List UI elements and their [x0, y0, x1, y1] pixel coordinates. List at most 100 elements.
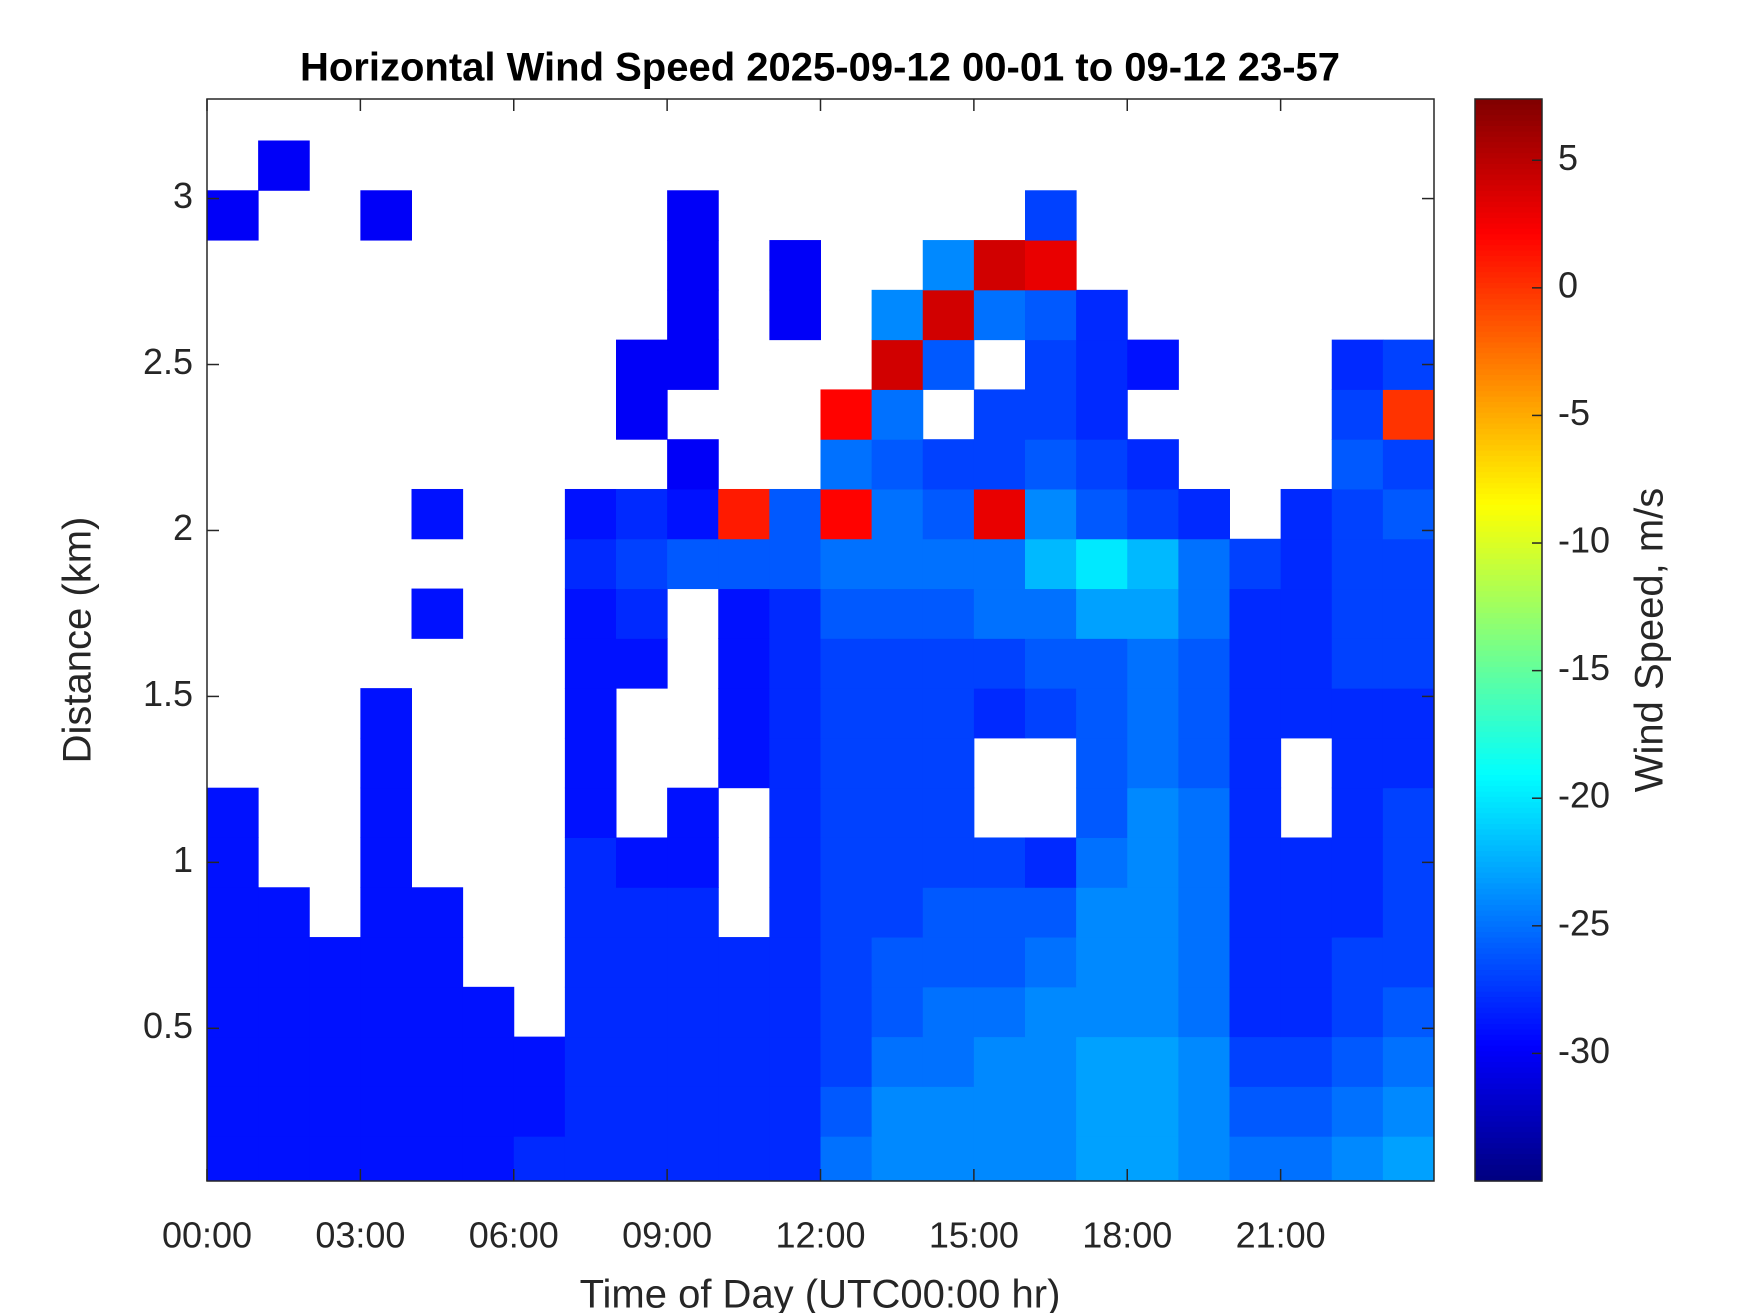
heatmap-cell: [360, 937, 412, 988]
colorbar-swatch: [1475, 1099, 1542, 1106]
heatmap-cell: [1127, 937, 1179, 988]
heatmap-cell: [564, 986, 617, 1038]
colorbar-swatch: [1475, 661, 1542, 668]
heatmap-cell: [1178, 887, 1230, 938]
colorbar-swatch: [1475, 823, 1542, 830]
chart-title: Horizontal Wind Speed 2025-09-12 00-01 t…: [300, 46, 1340, 90]
colorbar-swatch: [1475, 255, 1542, 262]
heatmap-cell: [871, 488, 924, 540]
colorbar-swatch: [1475, 228, 1542, 235]
heatmap-cell: [309, 1136, 361, 1181]
heatmap-cell: [1076, 389, 1128, 440]
colorbar-swatch: [1475, 1170, 1542, 1177]
heatmap-cell: [769, 638, 821, 689]
colorbar-swatch: [1475, 315, 1542, 322]
heatmap-cell: [411, 937, 464, 988]
heatmap-cell: [1382, 488, 1434, 540]
heatmap-cell: [922, 1036, 975, 1087]
heatmap-cell: [1076, 439, 1128, 490]
colorbar-swatch: [1475, 656, 1542, 663]
heatmap-cell: [1382, 887, 1434, 938]
colorbar-swatch: [1475, 1051, 1542, 1058]
y-tick-label: 1.5: [143, 673, 193, 714]
heatmap-cell: [1229, 937, 1282, 988]
heatmap-cell: [1382, 787, 1434, 838]
colorbar-swatch: [1475, 558, 1542, 565]
heatmap-cell: [1178, 1136, 1230, 1181]
colorbar-swatch: [1475, 1105, 1542, 1112]
colorbar-frame: [1474, 98, 1543, 1182]
heatmap-cell: [718, 986, 770, 1038]
colorbar-swatch: [1475, 120, 1542, 127]
heatmap-cell: [258, 1036, 310, 1087]
heatmap-cell: [616, 986, 668, 1038]
heatmap-cell: [820, 1036, 873, 1087]
colorbar-swatch: [1475, 201, 1542, 208]
colorbar-swatch: [1475, 721, 1542, 728]
heatmap-cell: [1076, 1036, 1128, 1087]
colorbar-swatch: [1475, 986, 1542, 993]
colorbar-swatch: [1475, 667, 1542, 674]
heatmap-cell: [360, 190, 412, 241]
colorbar-swatch: [1475, 1045, 1542, 1052]
colorbar-swatch: [1475, 921, 1542, 928]
heatmap-cell: [1025, 986, 1077, 1038]
colorbar-tick-label: -5: [1558, 392, 1590, 433]
colorbar-swatch: [1475, 1007, 1542, 1014]
colorbar-swatch: [1475, 218, 1542, 225]
colorbar-swatch: [1475, 407, 1542, 414]
colorbar-swatch: [1475, 580, 1542, 587]
colorbar-swatch: [1475, 807, 1542, 814]
heatmap-cell: [1229, 1036, 1282, 1087]
heatmap-cell: [564, 837, 617, 888]
heatmap-cell: [462, 986, 515, 1038]
heatmap-cell: [820, 389, 873, 440]
colorbar-swatch: [1475, 304, 1542, 311]
heatmap-cell: [1178, 538, 1230, 590]
heatmap-cell: [973, 289, 1026, 341]
colorbar-swatch: [1475, 1040, 1542, 1047]
heatmap-cell: [1382, 538, 1434, 590]
heatmap-cell: [411, 986, 464, 1038]
heatmap-cell: [360, 787, 412, 838]
colorbar-swatch: [1475, 126, 1542, 133]
heatmap-cell: [1025, 439, 1077, 490]
heatmap-cell: [820, 439, 873, 490]
colorbar-swatch: [1475, 239, 1542, 246]
heatmap-cell: [1331, 1136, 1384, 1181]
heatmap-cell: [667, 986, 719, 1038]
colorbar-swatch: [1475, 1159, 1542, 1166]
heatmap-cell: [1280, 837, 1333, 888]
heatmap-cell: [616, 588, 668, 639]
colorbar-swatch: [1475, 1013, 1542, 1020]
colorbar-swatch: [1475, 634, 1542, 641]
heatmap-cell: [1178, 1036, 1230, 1087]
colorbar-swatch: [1475, 153, 1542, 160]
heatmap-cell: [1025, 190, 1077, 241]
heatmap-cell: [973, 1086, 1026, 1137]
heatmap-cell: [769, 887, 821, 938]
colorbar-swatch: [1475, 596, 1542, 603]
colorbar-swatch: [1475, 109, 1542, 116]
heatmap-cell: [1025, 1136, 1077, 1181]
colorbar-swatch: [1475, 753, 1542, 760]
colorbar-swatch: [1475, 802, 1542, 809]
heatmap-cell: [718, 488, 770, 540]
colorbar-swatch: [1475, 374, 1542, 381]
heatmap-cell: [820, 937, 873, 988]
colorbar-swatch: [1475, 688, 1542, 695]
colorbar-swatch: [1475, 867, 1542, 874]
colorbar-swatch: [1475, 412, 1542, 419]
heatmap-cell: [820, 837, 873, 888]
heatmap-cell: [1025, 488, 1077, 540]
colorbar-swatch: [1475, 850, 1542, 857]
colorbar-swatch: [1475, 677, 1542, 684]
heatmap-cell: [1076, 737, 1128, 789]
colorbar-swatch: [1475, 991, 1542, 998]
heatmap-cell: [258, 140, 310, 191]
heatmap-cell: [258, 937, 310, 988]
heatmap-cell: [564, 538, 617, 590]
colorbar-tick-label: 0: [1558, 264, 1578, 305]
heatmap-cell: [973, 439, 1026, 490]
